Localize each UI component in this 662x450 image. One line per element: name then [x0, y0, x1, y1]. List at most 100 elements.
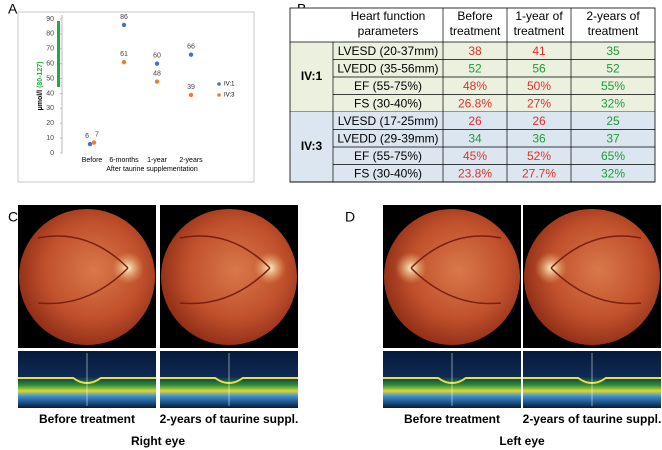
header-cell: 2-years of: [586, 9, 640, 23]
fundus-photo: [384, 209, 520, 345]
point: [188, 92, 194, 98]
point: [91, 140, 97, 145]
header-cell: parameters: [358, 24, 419, 38]
x-tick-label: 6-months: [109, 157, 139, 164]
value-cell: 27%: [527, 96, 551, 110]
panel-label: A: [8, 1, 18, 17]
retinal-vessels: [550, 235, 642, 305]
reference-range-bar: [57, 21, 60, 87]
x-axis-label: After taurine supplementation: [106, 166, 198, 173]
fundus-photo: [161, 209, 297, 345]
legend-label: IV:3: [224, 93, 235, 99]
value-cell: 52: [468, 61, 482, 75]
value-cell: 52%: [527, 149, 551, 163]
value-cell: 55%: [601, 79, 625, 93]
value-cell: 27.7%: [522, 166, 556, 180]
value-cell: 41: [532, 44, 546, 58]
parameter-cell: EF (55-75%): [354, 79, 422, 93]
group-label: IV:1: [301, 69, 323, 83]
value-cell: 37: [606, 131, 620, 145]
group-label: IV:3: [301, 139, 323, 153]
y-tick-label: 50: [46, 75, 54, 82]
eye-title: Right eye: [131, 434, 185, 448]
y-tick-label: 60: [46, 61, 54, 68]
value-cell: 36: [532, 131, 546, 145]
panel-label: D: [345, 209, 355, 225]
y-tick-label: 90: [46, 16, 54, 23]
value-cell: 38: [468, 44, 482, 58]
table-header-bg: [290, 8, 655, 42]
legend-marker: [217, 93, 221, 97]
value-cell: 32%: [601, 96, 625, 110]
y-tick-label: 0: [50, 150, 54, 157]
legend-label: IV:1: [224, 82, 235, 88]
data-label: 48: [153, 70, 161, 77]
data-label: 6: [85, 133, 89, 140]
data-label: 60: [153, 53, 161, 60]
value-cell: 52: [606, 61, 620, 75]
image-caption: 2-years of taurine suppl.: [523, 412, 662, 426]
y-axis-label-unit: μmol/l: [37, 90, 44, 111]
value-cell: 56: [532, 61, 546, 75]
value-cell: 35: [606, 44, 620, 58]
parameter-cell: FS (30-40%): [354, 166, 422, 180]
header-cell: treatment: [588, 24, 639, 38]
header-cell: treatment: [450, 24, 501, 38]
value-cell: 48%: [463, 79, 487, 93]
y-tick-label: 80: [46, 31, 54, 38]
panel-label: C: [8, 209, 18, 225]
value-cell: 26: [532, 114, 546, 128]
x-tick-label: 1-year: [147, 157, 168, 164]
retinal-vessels: [37, 235, 129, 305]
y-tick-label: 30: [46, 105, 54, 112]
data-label: 66: [187, 44, 195, 51]
value-cell: 26.8%: [458, 96, 492, 110]
image-caption: Before treatment: [404, 412, 500, 426]
point: [121, 22, 127, 28]
point: [154, 79, 160, 84]
value-cell: 50%: [527, 79, 551, 93]
parameter-cell: FS (30-40%): [354, 96, 422, 110]
image-caption: 2-years of taurine suppl.: [160, 412, 299, 426]
header-cell: 1-year of: [515, 9, 563, 23]
data-label: 39: [187, 84, 195, 91]
image-caption: Before treatment: [39, 412, 135, 426]
parameter-cell: LVESD (20-37mm): [338, 44, 438, 58]
header-cell: Before: [457, 9, 493, 23]
value-cell: 65%: [601, 149, 625, 163]
y-tick-label: 70: [46, 46, 54, 53]
retinal-vessels: [410, 235, 502, 305]
value-cell: 34: [468, 131, 482, 145]
eye-title: Left eye: [499, 434, 545, 448]
retinal-vessels: [179, 235, 271, 305]
parameter-cell: LVEDD (29-39mm): [337, 131, 438, 145]
parameter-cell: EF (55-75%): [354, 149, 422, 163]
y-axis-label-range: (80-127): [37, 61, 44, 87]
y-axis-label: μmol/l (80-127): [37, 61, 44, 110]
value-cell: 45%: [463, 149, 487, 163]
fundus-photo: [19, 209, 155, 345]
point: [87, 141, 93, 147]
value-cell: 23.8%: [458, 166, 492, 180]
x-tick-label: Before: [82, 157, 103, 164]
data-label: 86: [120, 14, 128, 21]
header-cell: Heart function: [351, 9, 426, 23]
value-cell: 32%: [601, 166, 625, 180]
table-border: [289, 7, 656, 183]
data-label: 61: [120, 51, 128, 58]
legend-marker: [217, 82, 221, 86]
header-cell: treatment: [514, 24, 565, 38]
y-tick-label: 40: [46, 90, 54, 97]
y-tick-label: 10: [46, 135, 54, 142]
point: [121, 59, 127, 65]
parameter-cell: LVESD (17-25mm): [338, 114, 438, 128]
fundus-photo: [524, 209, 660, 345]
data-label: 7: [95, 131, 99, 138]
point: [188, 52, 194, 57]
point: [154, 61, 160, 66]
y-tick-label: 20: [46, 120, 54, 127]
value-cell: 25: [606, 114, 620, 128]
parameter-cell: LVEDD (35-56mm): [337, 61, 438, 75]
value-cell: 26: [468, 114, 482, 128]
